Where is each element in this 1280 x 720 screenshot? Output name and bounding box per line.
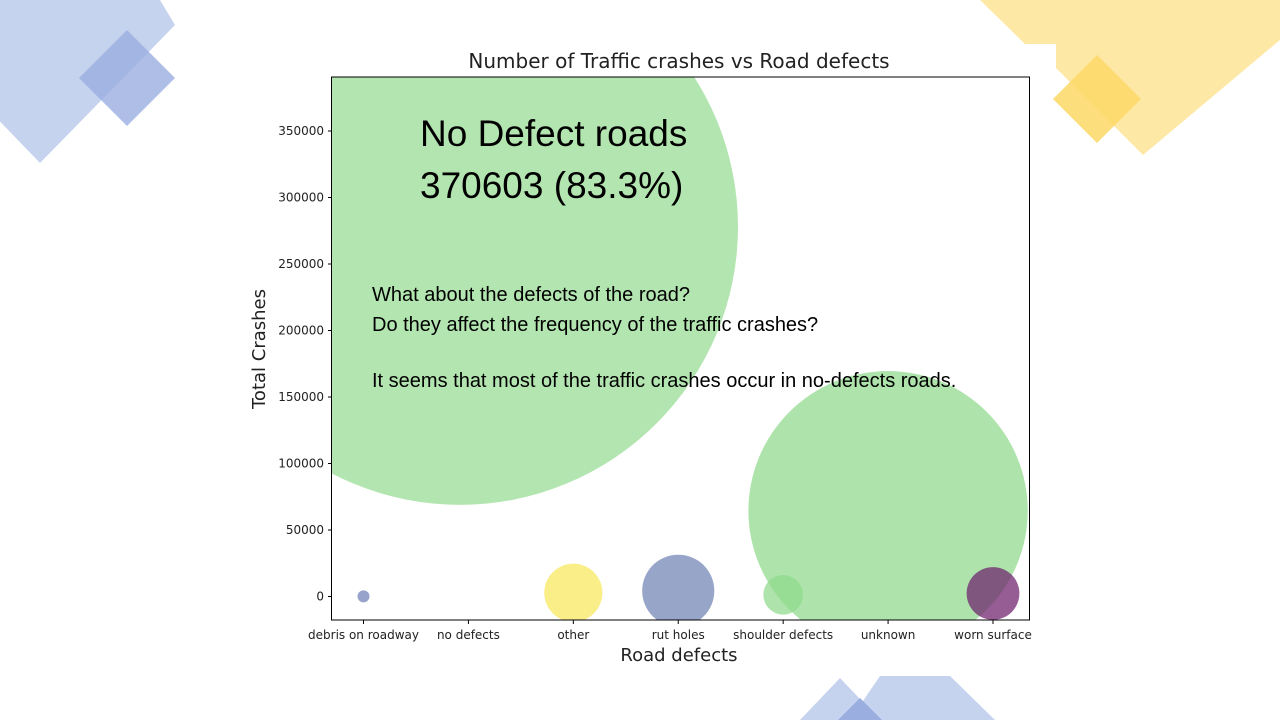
plot-frame: [331, 76, 1030, 621]
bottom-blue-shapes: [800, 676, 995, 720]
y-tick-label: 250000: [278, 257, 324, 271]
callout-title-line1: No Defect roads: [420, 113, 688, 154]
conclusion-text: It seems that most of the traffic crashe…: [372, 370, 957, 392]
x-tick-label: no defects: [437, 628, 500, 642]
x-axis-label: Road defects: [620, 645, 737, 666]
top-right-yellow-shapes: [980, 0, 1280, 155]
callout-title: No Defect roads 370603 (83.3%): [420, 108, 687, 212]
y-tick-label: 50000: [286, 523, 324, 537]
bubble-other: [544, 563, 603, 620]
y-tick-label: 150000: [278, 390, 324, 404]
x-tick-label: worn surface: [954, 628, 1032, 642]
question-line1: What about the defects of the road?: [372, 284, 690, 306]
bubble-debris-on-roadway: [357, 590, 370, 603]
bubble-no-defects: [332, 77, 738, 505]
bubble-rut-holes: [642, 554, 715, 620]
x-axis: debris on roadway no defects other rut hole…: [308, 620, 1032, 642]
y-tick-label: 350000: [278, 124, 324, 138]
y-axis-label: Total Crashes: [249, 289, 270, 410]
y-tick-label: 0: [316, 590, 324, 604]
x-tick-label: rut holes: [652, 628, 705, 642]
y-tick-label: 100000: [278, 457, 324, 471]
top-left-blue-shapes: [0, 0, 175, 163]
x-tick-label: unknown: [861, 628, 916, 642]
bubble-layer: [332, 77, 1028, 620]
x-tick-label: shoulder defects: [733, 628, 833, 642]
question-text: What about the defects of the road? Do t…: [372, 280, 818, 340]
x-tick-label: debris on roadway: [308, 628, 419, 642]
question-line2: Do they affect the frequency of the traf…: [372, 314, 819, 336]
callout-title-line2: 370603 (83.3%): [420, 165, 684, 206]
x-tick-label: other: [557, 628, 589, 642]
chart-title: Number of Traffic crashes vs Road defect…: [468, 49, 889, 73]
y-axis: 0 50000 100000 150000 200000 250000 300000 3500…: [278, 124, 332, 604]
bubble-unknown: [748, 371, 1028, 620]
bubble-worn-surface: [966, 567, 1020, 620]
y-tick-label: 300000: [278, 191, 324, 205]
y-tick-label: 200000: [278, 324, 324, 338]
